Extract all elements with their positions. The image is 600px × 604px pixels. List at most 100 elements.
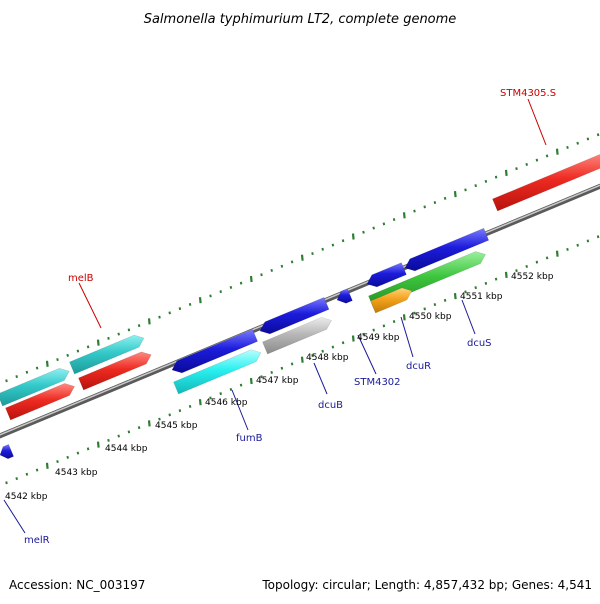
gene-label-stm4302[interactable]: STM4302 bbox=[354, 377, 401, 388]
tick-minor bbox=[414, 210, 415, 213]
tick-minor bbox=[486, 180, 487, 183]
tick-minor bbox=[108, 439, 109, 442]
kbp-label: 4544 kbp bbox=[105, 444, 148, 454]
topology-info: Topology: circular; Length: 4,857,432 bp… bbox=[262, 578, 592, 592]
tick-major bbox=[47, 463, 48, 469]
tick-major bbox=[404, 314, 405, 320]
tick-minor bbox=[271, 371, 272, 374]
tick-minor bbox=[598, 134, 599, 137]
tick-minor bbox=[588, 240, 589, 243]
tick-major bbox=[506, 170, 507, 176]
tick-minor bbox=[282, 265, 283, 268]
gene-label-dcur[interactable]: dcuR bbox=[406, 361, 431, 372]
tick-minor bbox=[577, 244, 578, 247]
tick-minor bbox=[424, 206, 425, 209]
tick-major bbox=[251, 276, 252, 282]
tick-major bbox=[200, 399, 201, 405]
tick-minor bbox=[486, 282, 487, 285]
tick-major bbox=[251, 378, 252, 384]
tick-minor bbox=[231, 286, 232, 289]
tick-major bbox=[302, 357, 303, 363]
gene-label-fumb[interactable]: fumB bbox=[236, 433, 263, 444]
tick-minor bbox=[526, 163, 527, 166]
tick-minor bbox=[67, 456, 68, 459]
kbp-label: 4545 kbp bbox=[155, 421, 198, 431]
tick-minor bbox=[118, 333, 119, 336]
tick-minor bbox=[57, 358, 58, 361]
tick-minor bbox=[537, 159, 538, 162]
tick-minor bbox=[496, 176, 497, 179]
connector-stm4305s bbox=[528, 99, 546, 145]
tick-minor bbox=[292, 261, 293, 264]
tick-major bbox=[455, 293, 456, 299]
tick-minor bbox=[108, 337, 109, 340]
tick-minor bbox=[567, 146, 568, 149]
gene-label-melr[interactable]: melR bbox=[24, 535, 50, 546]
kbp-label: 4550 kbp bbox=[409, 312, 452, 322]
tick-minor bbox=[16, 477, 17, 480]
tick-minor bbox=[577, 142, 578, 145]
kbp-label: 4548 kbp bbox=[306, 353, 349, 363]
tick-minor bbox=[516, 167, 517, 170]
tick-minor bbox=[37, 367, 38, 370]
tick-minor bbox=[6, 482, 7, 485]
tick-minor bbox=[78, 452, 79, 455]
tick-minor bbox=[373, 227, 374, 230]
gene-label-dcub[interactable]: dcuB bbox=[318, 400, 343, 411]
tick-major bbox=[98, 340, 99, 346]
accession-label: Accession: NC_003197 bbox=[9, 578, 145, 592]
tick-minor bbox=[282, 367, 283, 370]
tick-minor bbox=[220, 392, 221, 395]
tick-minor bbox=[27, 473, 28, 476]
tick-minor bbox=[220, 290, 221, 293]
tick-minor bbox=[210, 295, 211, 298]
gene-label-stm4305s[interactable]: STM4305.S bbox=[500, 88, 556, 99]
tick-minor bbox=[424, 308, 425, 311]
tick-minor bbox=[526, 265, 527, 268]
tick-minor bbox=[88, 346, 89, 349]
tick-minor bbox=[231, 388, 232, 391]
tick-minor bbox=[292, 363, 293, 366]
tick-minor bbox=[312, 252, 313, 255]
tick-major bbox=[149, 318, 150, 324]
tick-major bbox=[353, 234, 354, 240]
gene-arrow-blue[interactable] bbox=[0, 444, 14, 458]
tick-major bbox=[404, 212, 405, 218]
tick-minor bbox=[445, 299, 446, 302]
tick-minor bbox=[384, 223, 385, 226]
kbp-label: 4542 kbp bbox=[5, 492, 48, 502]
tick-minor bbox=[384, 325, 385, 328]
tick-minor bbox=[598, 236, 599, 239]
tick-minor bbox=[333, 244, 334, 247]
tick-minor bbox=[88, 448, 89, 451]
gene-label-melb[interactable]: melB bbox=[68, 273, 94, 284]
tick-minor bbox=[139, 426, 140, 429]
tick-minor bbox=[537, 261, 538, 264]
gene-label-dcus[interactable]: dcuS bbox=[467, 338, 492, 349]
tick-minor bbox=[169, 414, 170, 417]
connector-dcur bbox=[401, 317, 413, 357]
tick-minor bbox=[343, 240, 344, 243]
tick-minor bbox=[241, 384, 242, 387]
connector-dcub bbox=[314, 363, 327, 394]
gene-arrow-red[interactable] bbox=[493, 152, 600, 211]
tick-minor bbox=[435, 201, 436, 204]
tick-minor bbox=[435, 303, 436, 306]
tick-minor bbox=[496, 278, 497, 281]
tick-major bbox=[353, 336, 354, 342]
tick-major bbox=[455, 191, 456, 197]
tick-minor bbox=[190, 405, 191, 408]
tick-minor bbox=[547, 257, 548, 260]
tick-minor bbox=[27, 371, 28, 374]
tick-minor bbox=[190, 303, 191, 306]
tick-minor bbox=[129, 431, 130, 434]
tick-minor bbox=[6, 380, 7, 383]
tick-minor bbox=[343, 342, 344, 345]
connector-melb bbox=[79, 283, 101, 328]
tick-minor bbox=[475, 184, 476, 187]
tick-minor bbox=[169, 312, 170, 315]
tick-minor bbox=[37, 469, 38, 472]
tick-minor bbox=[180, 409, 181, 412]
